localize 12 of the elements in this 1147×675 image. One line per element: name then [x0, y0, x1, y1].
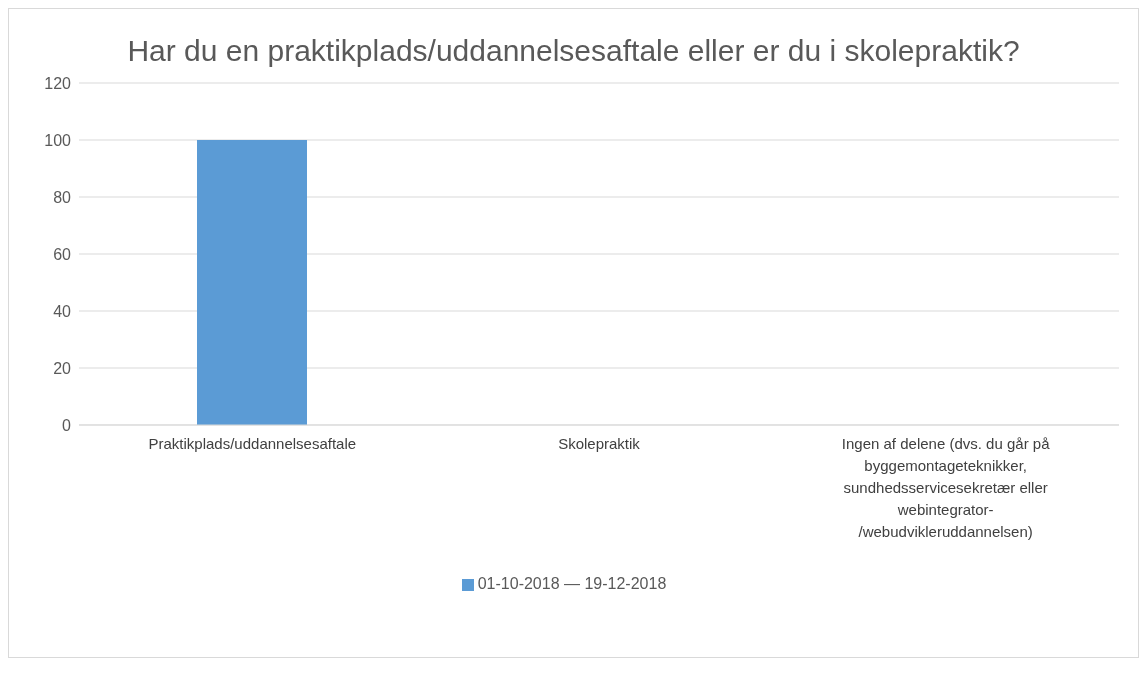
- chart-title: Har du en praktikplads/uddannelsesaftale eller er du i skolepraktik?: [126, 33, 1021, 69]
- y-tick-label: 120: [44, 74, 72, 92]
- y-tick-label: 100: [44, 131, 72, 149]
- y-tick-label: 20: [53, 359, 72, 377]
- x-tick-label: Praktikplads/uddannelsesaftale: [148, 435, 357, 452]
- y-tick-label: 80: [53, 188, 72, 206]
- y-tick-label: 0: [62, 416, 72, 434]
- y-tick-label: 40: [53, 302, 72, 320]
- x-tick-label: Skolepraktik: [558, 435, 641, 452]
- y-tick-label: 60: [53, 245, 72, 263]
- legend-label: 01-10-2018 — 19-12-2018: [477, 575, 667, 592]
- x-tick-label: Ingen af delene (dvs. du går på byggemontageteknikker, sundhedsservicesekretær eller webintegrator-/webudvikleruddannelsen): [841, 435, 1051, 540]
